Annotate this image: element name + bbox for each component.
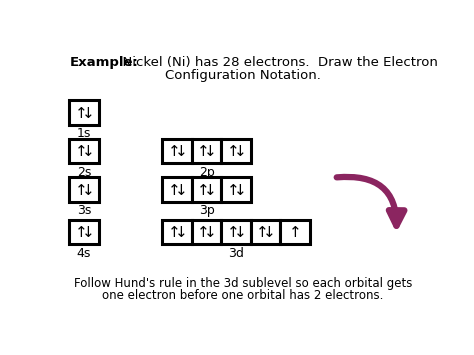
Text: 4s: 4s <box>77 247 91 260</box>
Text: ↓: ↓ <box>263 225 276 240</box>
Text: 3s: 3s <box>77 204 91 217</box>
Bar <box>162 220 192 244</box>
Text: ↑: ↑ <box>74 183 87 198</box>
Text: ↑: ↑ <box>168 225 180 240</box>
Bar <box>69 178 99 202</box>
Text: ↓: ↓ <box>82 183 94 198</box>
Text: ↑: ↑ <box>197 183 210 198</box>
Bar <box>280 220 310 244</box>
Text: ↑: ↑ <box>197 225 210 240</box>
Bar <box>69 220 99 244</box>
Text: 2s: 2s <box>77 166 91 179</box>
Text: 2p: 2p <box>199 166 214 179</box>
Text: ↓: ↓ <box>234 225 246 240</box>
Text: ↑: ↑ <box>256 225 269 240</box>
Bar <box>221 139 251 164</box>
Bar <box>221 220 251 244</box>
Text: ↑: ↑ <box>227 144 239 159</box>
Text: ↑: ↑ <box>74 144 87 159</box>
Bar <box>162 139 192 164</box>
Text: 1s: 1s <box>77 127 91 140</box>
Text: ↓: ↓ <box>82 106 94 121</box>
Text: ↓: ↓ <box>174 225 187 240</box>
Text: ↑: ↑ <box>227 225 239 240</box>
Bar <box>69 100 99 125</box>
Text: ↓: ↓ <box>234 183 246 198</box>
Bar <box>192 178 221 202</box>
Text: Configuration Notation.: Configuration Notation. <box>165 69 321 82</box>
Bar <box>162 178 192 202</box>
Bar <box>251 220 280 244</box>
Text: ↑: ↑ <box>197 144 210 159</box>
Bar <box>69 139 99 164</box>
Text: one electron before one orbital has 2 electrons.: one electron before one orbital has 2 el… <box>102 289 383 302</box>
Text: ↓: ↓ <box>174 183 187 198</box>
Text: Follow Hund's rule in the 3d sublevel so each orbital gets: Follow Hund's rule in the 3d sublevel so… <box>74 278 412 290</box>
Text: Example:: Example: <box>69 56 138 70</box>
Text: ↓: ↓ <box>204 225 217 240</box>
Text: 3d: 3d <box>228 247 244 260</box>
Text: ↓: ↓ <box>204 183 217 198</box>
Text: ↑: ↑ <box>289 225 301 240</box>
Text: ↓: ↓ <box>204 144 217 159</box>
Text: ↑: ↑ <box>168 183 180 198</box>
Text: 3p: 3p <box>199 204 214 217</box>
Text: Nickel (Ni) has 28 electrons.  Draw the Electron: Nickel (Ni) has 28 electrons. Draw the E… <box>114 56 438 70</box>
Bar <box>192 220 221 244</box>
Text: ↑: ↑ <box>227 183 239 198</box>
Text: ↓: ↓ <box>234 144 246 159</box>
Text: ↓: ↓ <box>82 225 94 240</box>
Text: ↑: ↑ <box>74 106 87 121</box>
Text: ↓: ↓ <box>174 144 187 159</box>
Text: ↑: ↑ <box>168 144 180 159</box>
Text: ↑: ↑ <box>74 225 87 240</box>
Text: ↓: ↓ <box>82 144 94 159</box>
Bar <box>221 178 251 202</box>
Bar <box>192 139 221 164</box>
